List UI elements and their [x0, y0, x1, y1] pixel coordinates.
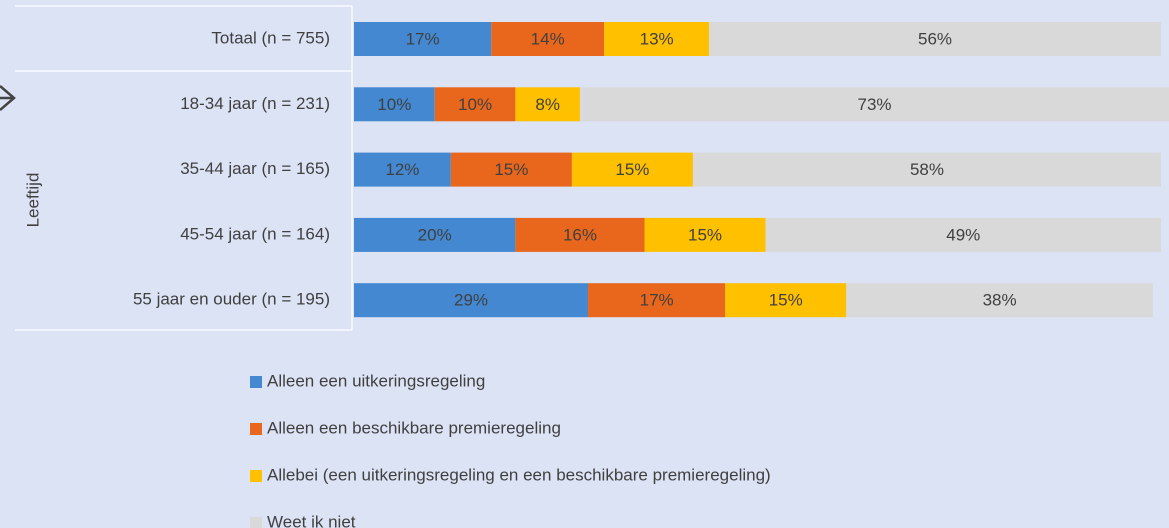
- data-label: 38%: [983, 291, 1017, 310]
- arrow-icon: [0, 85, 16, 111]
- bar-segment: [725, 283, 847, 318]
- data-label: 8%: [535, 95, 560, 114]
- bar-segment: [765, 217, 1161, 252]
- row-frame: [15, 5, 353, 331]
- bar-segment: [354, 283, 589, 318]
- bar-segment: [692, 152, 1161, 187]
- bar-segment: [588, 283, 726, 318]
- bar-segment: [571, 152, 693, 187]
- data-label: 56%: [918, 29, 952, 48]
- data-label: 17%: [406, 29, 440, 48]
- data-label: 17%: [640, 291, 674, 310]
- data-label: 49%: [946, 225, 980, 244]
- bar-segment: [604, 22, 710, 56]
- bar-segment: [644, 217, 766, 252]
- bar-segment: [709, 22, 1161, 56]
- data-label: 58%: [910, 160, 944, 179]
- data-label: 10%: [458, 95, 492, 114]
- bar-segment: [434, 87, 516, 122]
- bar-segment: [354, 22, 492, 56]
- data-label: 15%: [688, 225, 722, 244]
- data-label: 15%: [494, 160, 528, 179]
- bar-segment: [515, 87, 580, 122]
- legend-label: Alleen een uitkeringsregeling: [267, 371, 485, 390]
- category-label: 18-34 jaar (n = 231): [180, 94, 330, 113]
- legend-label: Weet ik niet: [267, 512, 356, 528]
- data-label: 73%: [857, 95, 891, 114]
- data-label: 20%: [418, 225, 452, 244]
- category-label: 55 jaar en ouder (n = 195): [133, 290, 330, 309]
- bar-segment: [354, 87, 435, 122]
- bar-segment: [450, 152, 572, 187]
- data-label: 14%: [531, 29, 565, 48]
- data-label: 13%: [640, 29, 674, 48]
- data-label: 16%: [563, 225, 597, 244]
- data-label: 12%: [385, 160, 419, 179]
- data-label: 10%: [377, 95, 411, 114]
- bar-segment: [515, 217, 645, 252]
- legend-label: Alleen een beschikbare premieregeling: [267, 418, 561, 437]
- legend-swatch: [250, 470, 262, 482]
- legend-swatch: [250, 376, 262, 388]
- bar-segment: [846, 283, 1153, 318]
- data-label: 29%: [454, 291, 488, 310]
- group-label: Leeftijd: [23, 173, 42, 228]
- data-label: 15%: [615, 160, 649, 179]
- category-label: 45-54 jaar (n = 164): [180, 224, 330, 243]
- bar-segment: [491, 22, 605, 56]
- bar-segment: [579, 87, 1169, 122]
- legend-label: Allebei (een uitkeringsregeling en een b…: [267, 465, 771, 484]
- category-label: Totaal (n = 755): [211, 28, 330, 47]
- data-label: 15%: [769, 291, 803, 310]
- category-label: 35-44 jaar (n = 165): [180, 159, 330, 178]
- legend-swatch: [250, 423, 262, 435]
- bar-segment: [354, 152, 451, 187]
- bar-segment: [354, 217, 516, 252]
- legend-swatch: [250, 517, 262, 528]
